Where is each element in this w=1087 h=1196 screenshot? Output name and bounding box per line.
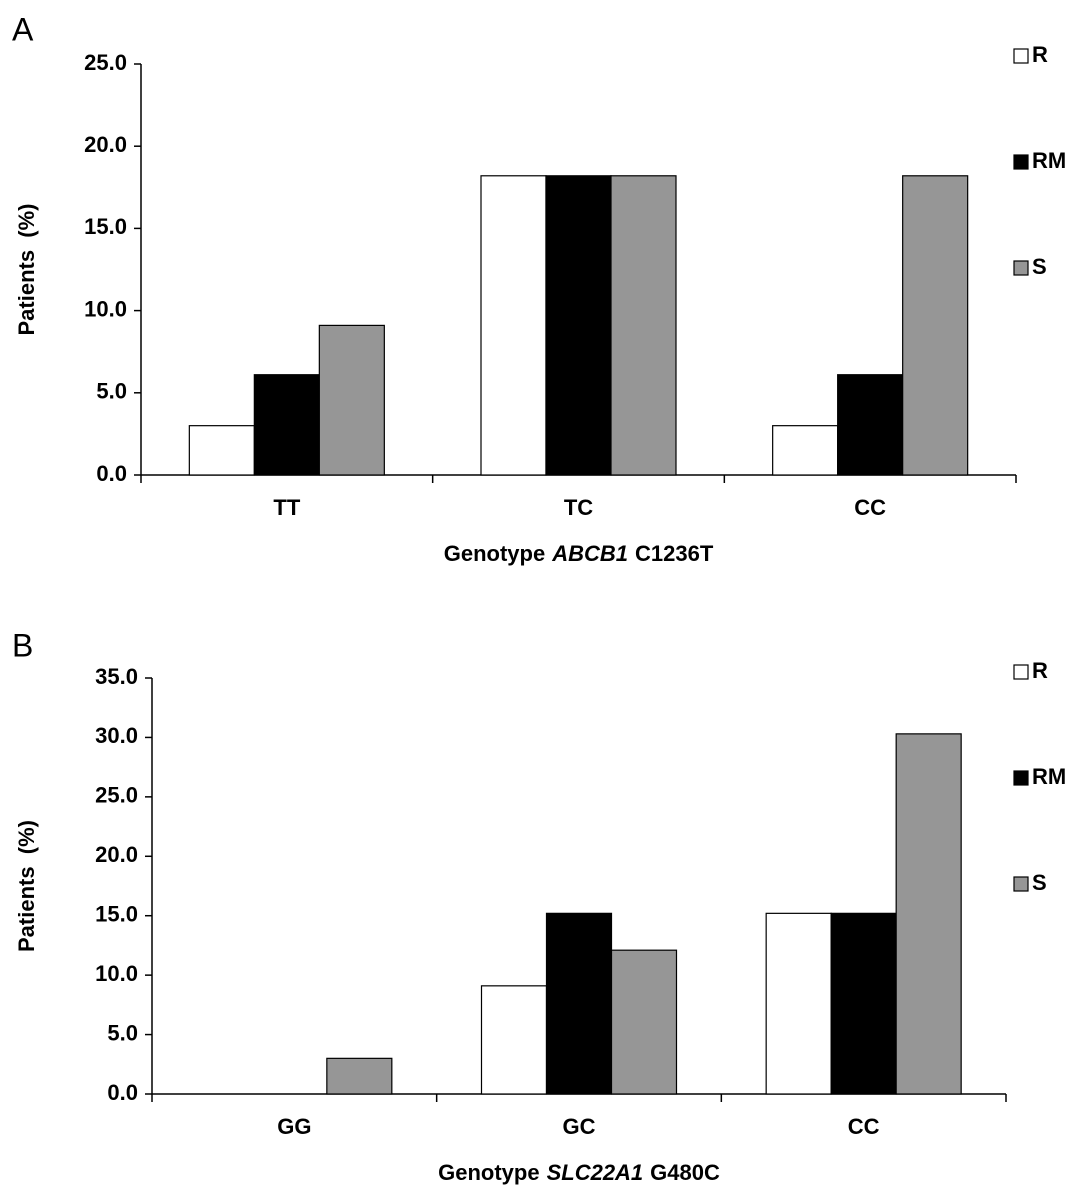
legend-label: RM [1032,764,1066,789]
x-tick-label: GC [563,1114,596,1139]
y-tick-label: 5.0 [107,1020,138,1045]
bar [326,1057,393,1095]
legend-swatch [1013,664,1029,680]
bar [610,949,678,1095]
y-tick-label: 35.0 [95,664,138,689]
x-tick-label: TC [564,495,593,520]
bar [772,425,839,476]
bar [765,912,832,1095]
x-tick-label: CC [848,1114,880,1139]
bar [480,175,547,476]
panel-label: B [12,627,33,663]
y-tick-label: 10.0 [95,961,138,986]
legend-label: R [1032,658,1048,683]
y-tick-label: 10.0 [84,296,127,321]
y-tick-label: 30.0 [95,723,138,748]
bar [830,912,897,1095]
bar [253,374,320,476]
legend-label: R [1032,42,1048,67]
y-tick-label: 0.0 [107,1080,138,1105]
y-tick-label: 15.0 [84,214,127,239]
legend-label: S [1032,254,1047,279]
bar [188,425,255,476]
bar [837,374,904,476]
legend-swatch [1013,48,1029,64]
y-tick-label: 20.0 [95,842,138,867]
y-tick-label: 15.0 [95,902,138,927]
legend-swatch [1013,154,1029,170]
legend-swatch [1013,260,1029,276]
x-tick-label: GG [277,1114,311,1139]
bar [902,175,969,476]
panel-label: A [12,11,34,47]
x-tick-label: CC [854,495,886,520]
x-axis-label-part: SLC22A1 [547,1160,644,1185]
bar [610,175,677,476]
x-axis-label-part: C1236T [635,541,714,566]
x-axis-label: Genotype SLC22A1 G480C [438,1160,720,1185]
x-axis-label-part: Genotype [438,1160,539,1185]
x-tick-label: TT [273,495,300,520]
bar [480,985,548,1095]
y-tick-label: 20.0 [84,132,127,157]
y-axis-label: Patients (%) [14,820,39,952]
bar [895,733,962,1095]
bar [318,324,385,476]
legend-label: S [1032,870,1047,895]
legend-label: RM [1032,148,1066,173]
x-axis-label-part: ABCB1 [551,541,628,566]
legend-swatch [1013,770,1029,786]
x-axis-label-part: Genotype [444,541,545,566]
y-tick-label: 25.0 [84,50,127,75]
y-tick-label: 0.0 [96,461,127,486]
legend-swatch [1013,876,1029,892]
x-axis-label-part: G480C [650,1160,720,1185]
y-tick-label: 25.0 [95,783,138,808]
y-tick-label: 5.0 [96,379,127,404]
bar [545,175,612,476]
y-axis-label: Patients (%) [14,203,39,335]
x-axis-label: Genotype ABCB1 C1236T [444,541,714,566]
bar [545,912,613,1095]
